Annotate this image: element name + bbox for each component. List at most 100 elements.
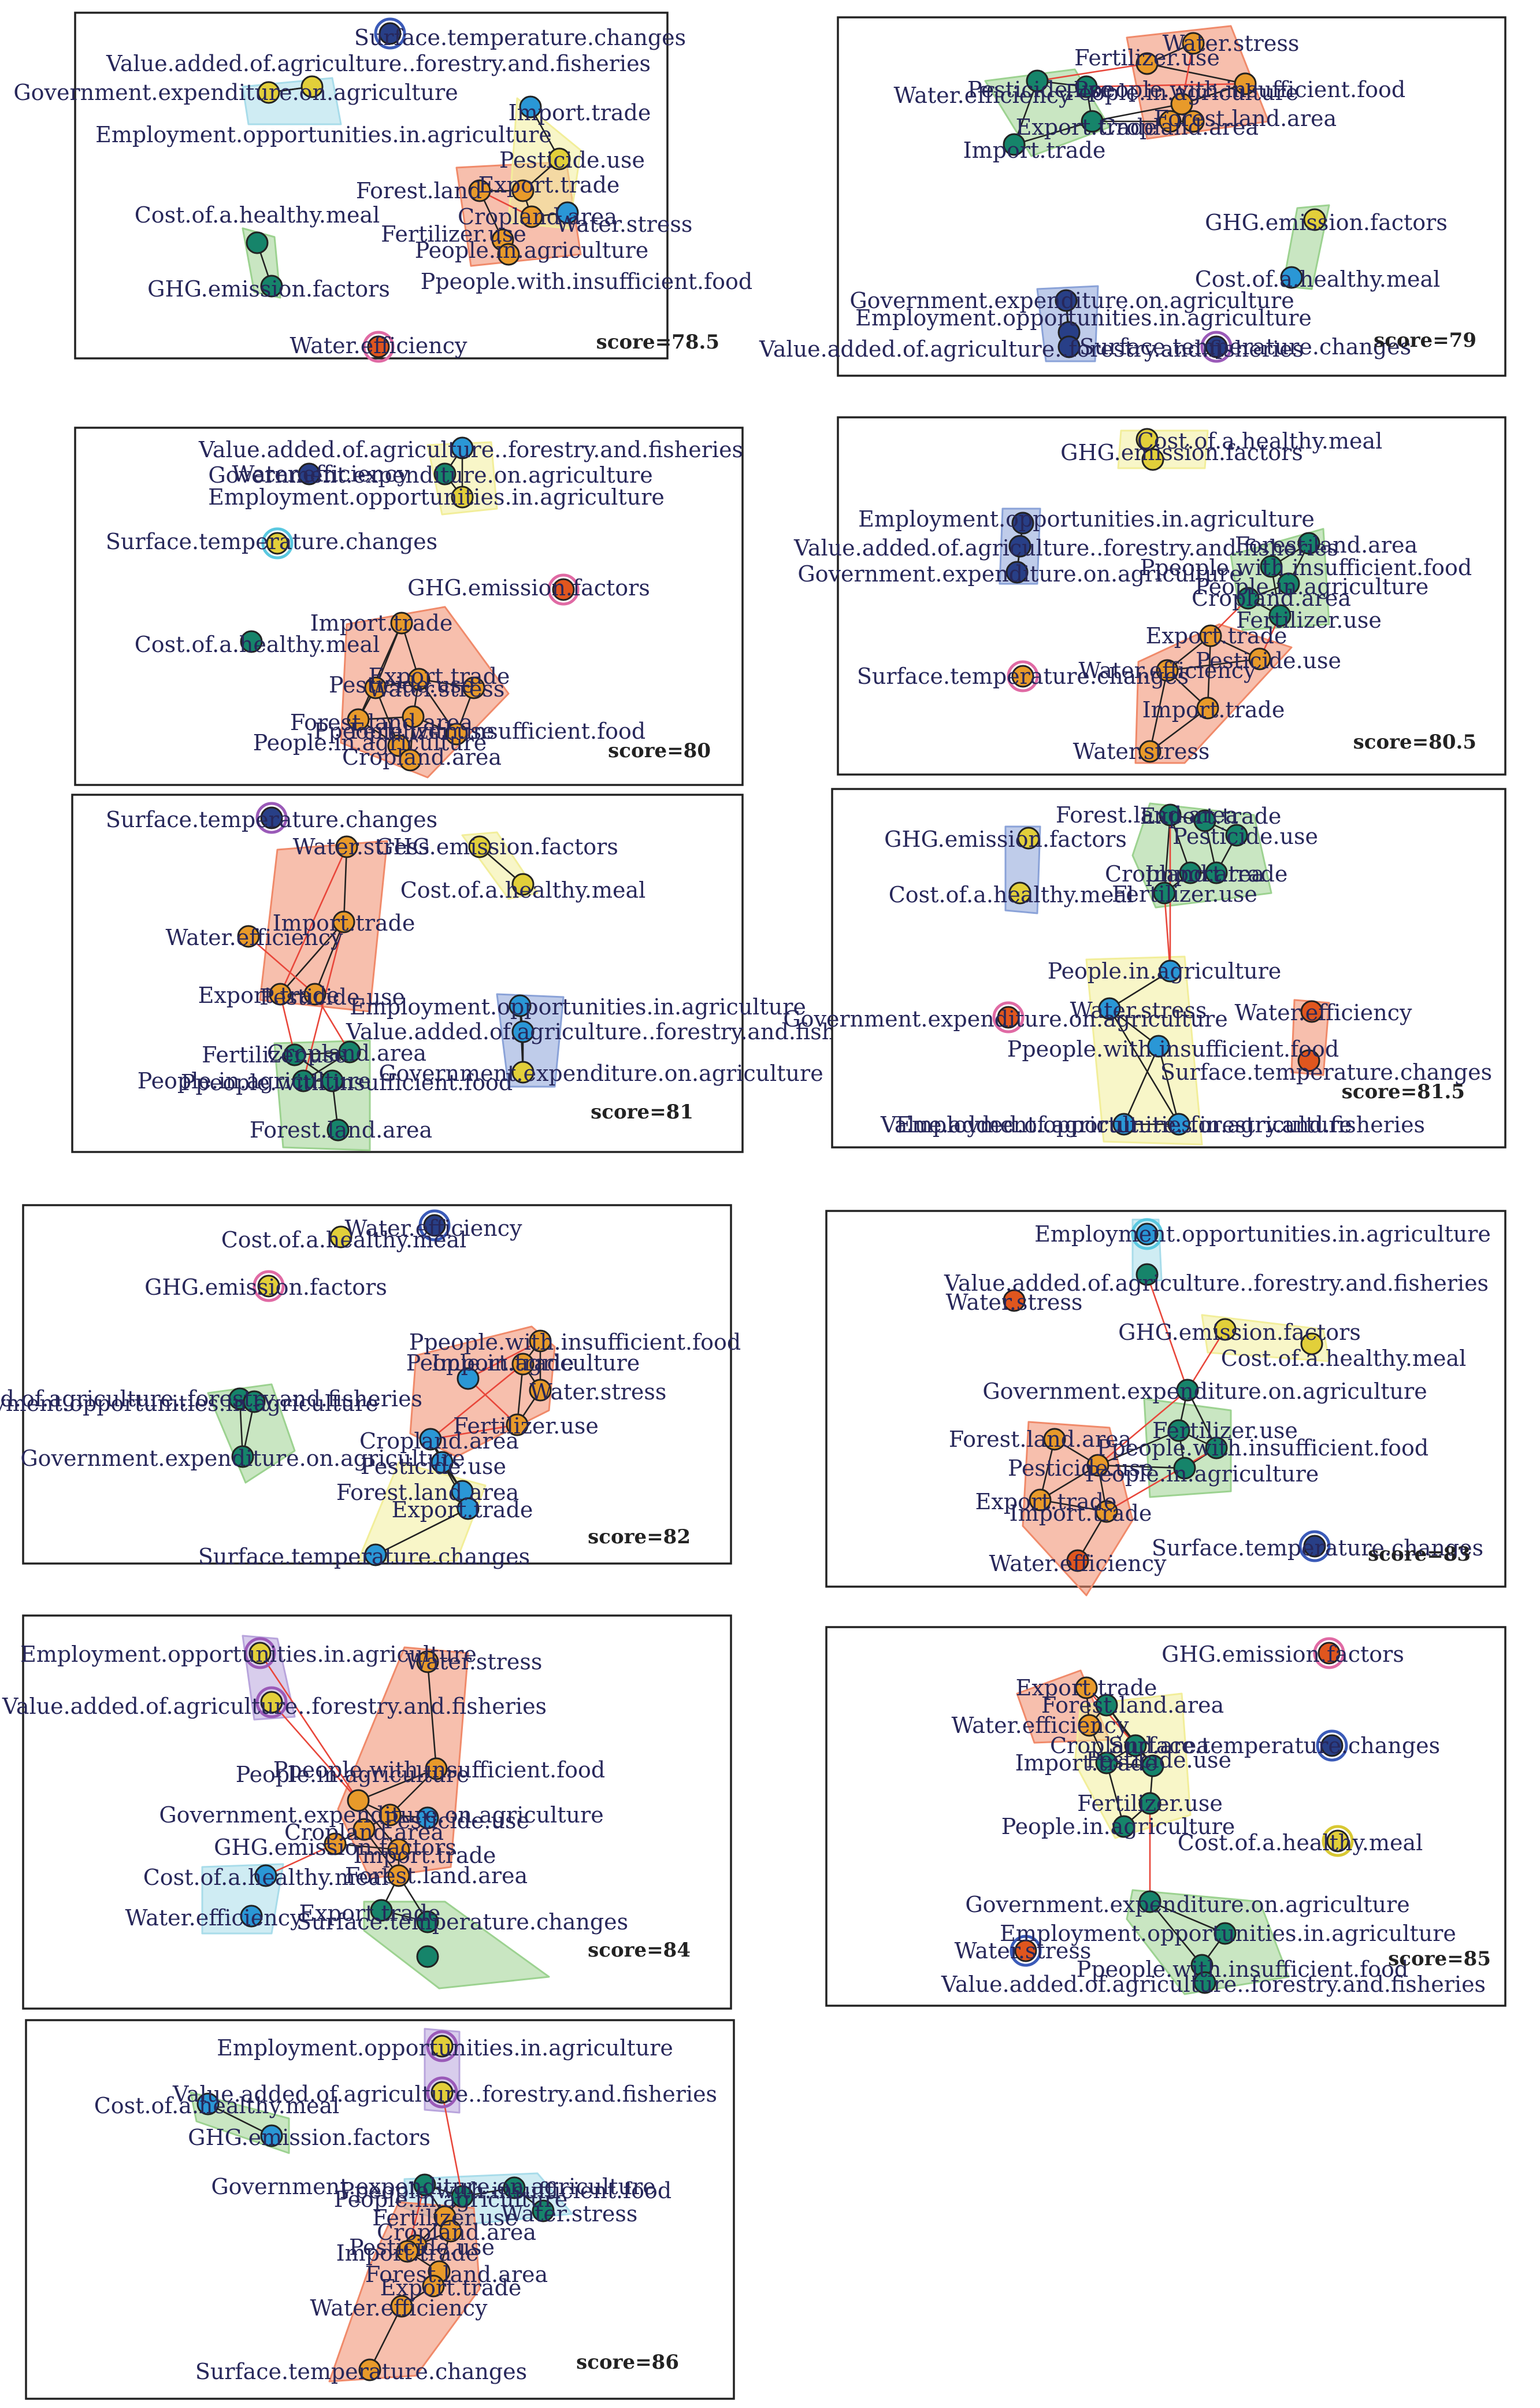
network-node (260, 806, 283, 829)
node-label: Water.stress (955, 1938, 1092, 1964)
network-node (511, 1061, 535, 1084)
network-node (329, 1225, 352, 1249)
network-node (1075, 75, 1098, 98)
node-label: Pesticide.use (967, 77, 1113, 102)
network-edge (1167, 658, 1260, 672)
node-label: Pesticide.use (361, 1454, 506, 1479)
network-edge (369, 2306, 403, 2370)
network-node (1026, 69, 1049, 92)
network-node (457, 1497, 480, 1520)
node-label: Water.efficiency (310, 2295, 488, 2321)
node-label: Import.trade (336, 2240, 479, 2266)
node-label: Cost.of.a.healthy.meal (1178, 1830, 1423, 1855)
network-node (1159, 110, 1182, 133)
node-label: Water.efficiency (125, 1905, 303, 1931)
node-label: Surface.temperature.changes (354, 25, 686, 50)
node-label: Import.trade (1010, 1501, 1152, 1526)
node-label: Surface.temperature.changes (195, 2359, 527, 2384)
network-edge (1097, 1464, 1185, 1469)
node-label: Export.trade (299, 1901, 441, 1926)
node-label: Water.efficiency (1234, 1000, 1412, 1025)
panel-score: score=86 (576, 2351, 679, 2374)
node-label: Water.stress (556, 212, 693, 237)
network-node (1214, 1922, 1237, 1945)
node-label: People.in.agriculture (1065, 80, 1299, 105)
node-label: Government.expenditure.on.agriculture (208, 462, 652, 488)
node-label: Forest.land.area (290, 710, 473, 735)
network-edge (314, 921, 345, 995)
network-edge (1106, 1447, 1217, 1513)
network-node (451, 436, 474, 460)
network-node (1297, 1049, 1320, 1072)
node-label: Surface.temperature.changes (1152, 1535, 1483, 1561)
node-label: Cost.of.a.healthy.meal (1221, 1346, 1467, 1371)
network-node (367, 335, 390, 358)
node-label: Pesticide.use (329, 672, 474, 698)
node-label: Export.trade (198, 983, 340, 1008)
node-label: Export.trade (1140, 803, 1282, 829)
community-hull (1074, 1692, 1192, 1839)
node-label: Forest.land.area (1056, 802, 1238, 828)
network-node (399, 749, 422, 772)
node-label: Water.efficiency (344, 1216, 522, 1241)
node-label: Cost.of.a.healthy.meal (221, 1227, 467, 1253)
node-label: Ppeople.with.insufficient.food (1007, 1036, 1339, 1062)
network-node (1135, 1222, 1159, 1246)
network-node (1167, 1113, 1190, 1136)
network-node (283, 1043, 306, 1066)
node-label: Ppeople.with.insufficient.food (1140, 555, 1472, 580)
node-label: Cropland.area (377, 2220, 536, 2245)
node-label: Government.expenditure.on.agriculture (211, 2174, 655, 2199)
network-node (1170, 92, 1193, 116)
network-node (1011, 512, 1034, 535)
node-label: Employment.opportunities.in.agriculture (20, 1642, 477, 1667)
network-node (1297, 532, 1320, 555)
network-node (511, 1020, 535, 1043)
node-label: GHG.emission.factors (214, 1835, 457, 1860)
node-label: Cropland.area (267, 1040, 426, 1066)
network-node (332, 910, 355, 933)
network-node (1008, 535, 1031, 558)
node-ring (1316, 1729, 1348, 1762)
network-edge (1146, 1274, 1189, 1391)
network-node (1173, 1457, 1196, 1480)
node-ring (1313, 1637, 1345, 1669)
node-ring (1010, 1935, 1042, 1967)
network-node (364, 676, 387, 699)
node-label: People.in.agriculture (1001, 1814, 1235, 1839)
node-ring (374, 17, 406, 50)
network-panel: GHG.emission.factorsExport.tradeForest.l… (825, 1626, 1506, 2007)
network-edge (1086, 83, 1246, 88)
network-node (503, 2176, 526, 2199)
node-label: Employment.opportunities.in.agriculture (208, 484, 665, 510)
node-label: People.in.agriculture (1085, 1461, 1319, 1487)
network-node (1234, 72, 1257, 95)
network-node (1147, 1035, 1170, 1058)
panel-score: score=85 (1388, 1947, 1491, 1970)
panel-score: score=82 (588, 1525, 691, 1548)
network-node (1135, 1263, 1159, 1286)
node-label: Pesticide.use (1086, 1747, 1231, 1773)
node-label: Pesticide.use (1196, 648, 1341, 673)
node-label: Ppeople.with.insufficient.food (340, 2178, 671, 2203)
node-label: Cost.of.a.healthy.meal (135, 632, 380, 657)
node-label: Export.trade (975, 1489, 1117, 1514)
node-label: Surface.temperature.changes (296, 1909, 628, 1935)
network-edge (1105, 1705, 1154, 1766)
network-node (416, 1945, 439, 1968)
node-label: People.in.agriculture (253, 730, 487, 755)
node-label: Value.added.of.agriculture..forestry.and… (2, 1694, 547, 1719)
network-node (532, 2199, 555, 2222)
network-edge (1207, 635, 1212, 709)
node-label: Employment.opportunities.in.agriculture (0, 1391, 378, 1416)
network-node (1300, 1000, 1323, 1023)
network-edge (343, 846, 348, 923)
node-label: Value.added.of.agriculture..forestry.and… (759, 336, 1304, 362)
node-label: Employment.opportunities.in.agriculture (896, 1112, 1352, 1138)
network-node (506, 1413, 529, 1436)
node-label: Cropland.area (284, 1820, 444, 1845)
node-ring (253, 1270, 285, 1302)
network-node (425, 1757, 448, 1780)
network-node (1075, 1676, 1098, 1699)
